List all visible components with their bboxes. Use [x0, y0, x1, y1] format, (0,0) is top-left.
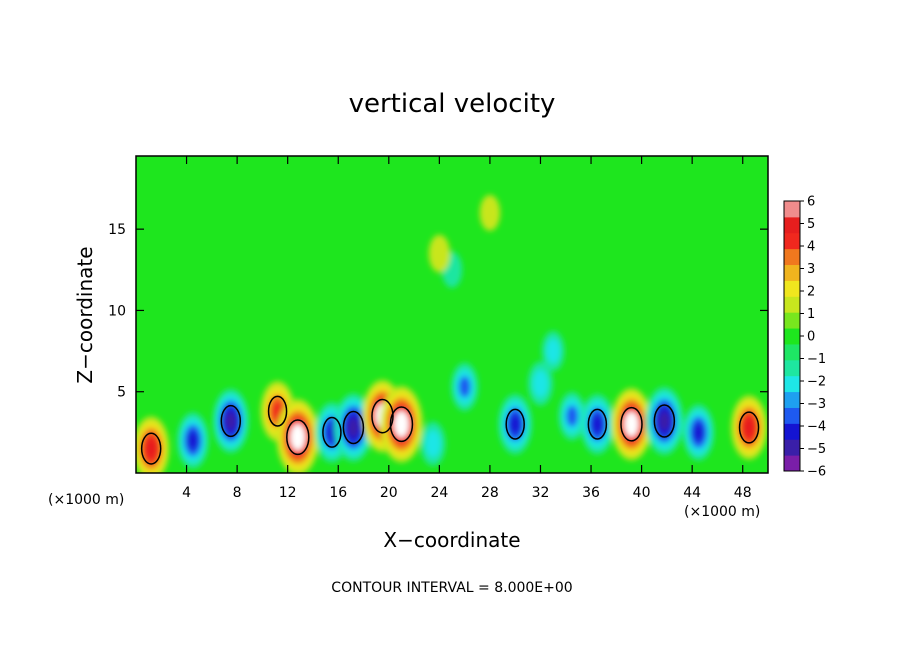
field-feature-10 [458, 376, 471, 398]
contour-lines [140, 395, 760, 465]
field-feature-12 [532, 370, 549, 398]
colorbar-tick-label: 1 [807, 307, 815, 322]
contour-11 [505, 408, 525, 440]
colorbar-swatch [784, 375, 800, 393]
plot-frame [135, 155, 769, 474]
colorbar-swatch [784, 439, 800, 456]
colorbar-swatch [784, 343, 800, 361]
x-tick-label: 12 [279, 485, 297, 501]
colorbar-tick-label: −4 [807, 420, 826, 435]
y-tick-label: 15 [108, 222, 126, 238]
x-tick-label: 36 [582, 485, 600, 501]
x-tick-label: 40 [633, 485, 651, 501]
contour-15 [620, 406, 643, 442]
field-feature-17 [693, 422, 704, 443]
colorbar-swatch [784, 216, 800, 234]
colorbar: 6 5 4 3 2 1 0 −1 −2 −3 −4 −5 −6 [783, 195, 826, 480]
colorbar-swatch [784, 423, 800, 440]
field-feature-0 [146, 439, 157, 458]
x-tick-label: 44 [683, 485, 701, 501]
contour-5 [322, 416, 342, 448]
colorbar-tick-label: 6 [807, 195, 815, 210]
x-tick-label: 16 [329, 485, 347, 501]
field-feature-9 [425, 430, 441, 458]
x-axis-ticks: 4 8 12 16 20 24 28 32 36 40 44 48 [182, 156, 752, 501]
colorbar-swatch [784, 201, 800, 218]
x-tick-label: 24 [430, 485, 448, 501]
x-tick-label: 4 [182, 485, 191, 501]
field-feature-2 [225, 411, 236, 431]
y-axis-ticks: 5 10 15 [108, 222, 768, 401]
colorbar-swatch [784, 296, 800, 313]
colorbar-tick-label: 4 [807, 240, 815, 255]
field-feature-13 [566, 405, 579, 427]
colorbar-tick-label: 0 [807, 330, 815, 345]
colorbar-swatch [784, 312, 800, 329]
field-feature-6 [347, 417, 359, 438]
y-axis-label: Z−coordinate [73, 246, 97, 383]
contour-8 [389, 406, 414, 443]
contour-3 [267, 395, 288, 427]
y-tick-label: 10 [108, 303, 126, 319]
contour-2 [220, 404, 242, 438]
field-feature-14 [591, 413, 604, 435]
field-feature-1 [187, 430, 199, 451]
x-unit-left: (×1000 m) [48, 492, 124, 508]
colorbar-tick-label: −5 [807, 442, 826, 457]
colorbar-tick-label: 2 [807, 285, 815, 300]
colorbar-tick-label: −6 [807, 465, 826, 480]
colorbar-tick-label: 3 [807, 262, 815, 277]
colorbar-tick-label: −2 [807, 375, 826, 390]
contour-interval-note: CONTOUR INTERVAL = 8.000E+00 [331, 580, 572, 596]
contour-16 [653, 404, 676, 438]
contour-6 [342, 410, 365, 445]
colorbar-swatch [784, 359, 800, 377]
colorbar-swatch [784, 280, 800, 297]
x-axis-label: X−coordinate [383, 528, 520, 552]
field-feature-16 [658, 411, 670, 431]
contour-0 [140, 432, 162, 465]
x-tick-label: 32 [532, 485, 550, 501]
y-tick-label: 5 [117, 385, 126, 401]
colorbar-tick-label: 5 [807, 217, 815, 232]
colorbar-swatch [784, 232, 800, 250]
field-feature-22 [479, 194, 501, 231]
field-feature-20 [546, 338, 561, 364]
colorbar-swatch [784, 391, 800, 408]
field-feature-11 [509, 413, 522, 435]
colorbar-swatch [784, 455, 800, 472]
x-unit-right: (×1000 m) [684, 504, 760, 520]
contour-7 [371, 398, 394, 434]
field-core-15 [624, 411, 639, 437]
colorbar-swatch [784, 264, 800, 281]
chart-title: vertical velocity [349, 89, 556, 119]
colorbar-swatch [784, 248, 800, 266]
colorbar-swatch [784, 328, 800, 345]
field-core-4 [290, 423, 306, 451]
x-tick-label: 20 [380, 485, 398, 501]
colorbar-swatch [784, 407, 800, 424]
x-tick-label: 48 [734, 485, 752, 501]
field-feature-18 [743, 418, 755, 437]
contour-4 [286, 419, 310, 456]
contour-14 [587, 408, 608, 440]
x-tick-label: 28 [481, 485, 499, 501]
field-feature-21 [428, 234, 450, 273]
contour-18 [738, 411, 760, 444]
colorbar-tick-label: −3 [807, 397, 826, 412]
velocity-field [136, 194, 767, 473]
x-tick-label: 8 [233, 485, 242, 501]
colorbar-tick-label: −1 [807, 352, 826, 367]
field-core-8 [394, 410, 409, 438]
